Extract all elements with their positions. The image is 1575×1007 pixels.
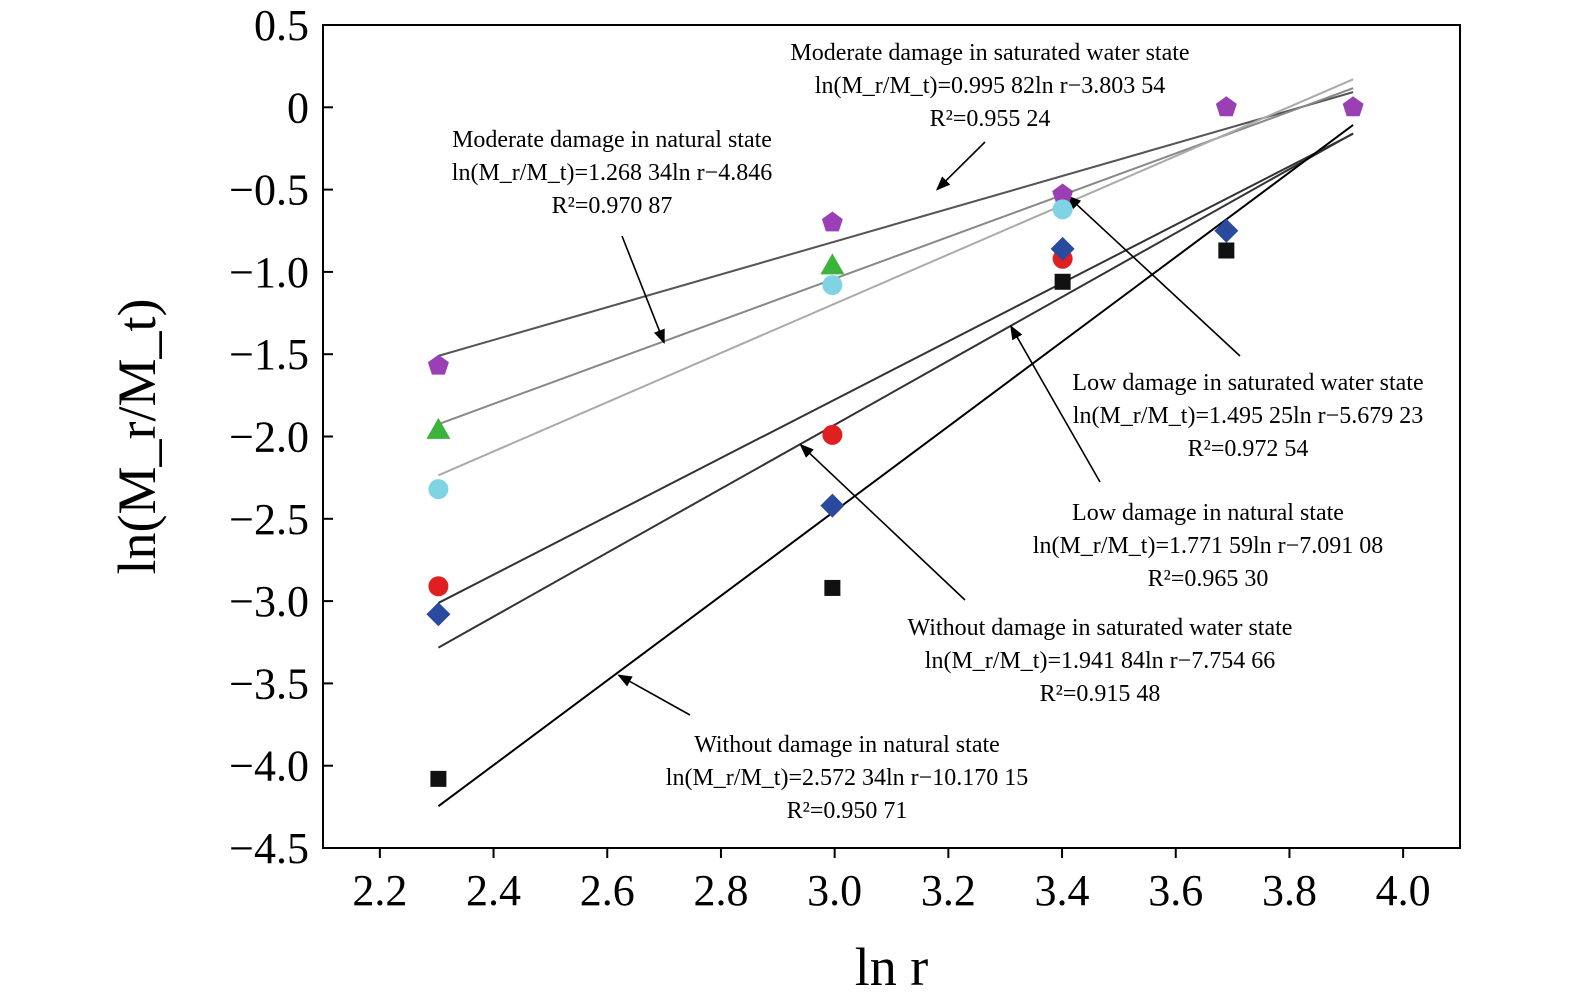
data-point-triangle <box>426 417 451 439</box>
data-markers <box>426 96 1364 787</box>
data-point-pentagon <box>821 211 843 232</box>
fit-line <box>437 132 1354 604</box>
y-tick-label: −3.5 <box>229 659 309 708</box>
x-tick-label: 3.4 <box>1035 866 1090 915</box>
annotation-r2: R²=0.915 48 <box>1040 681 1161 707</box>
annotation-equation: ln(M_r/M_t)=0.995 82ln r−3.803 54 <box>815 73 1165 99</box>
fit-lines <box>437 78 1354 808</box>
data-point-circle <box>822 424 843 445</box>
annotation: Low damage in saturated water state ln(M_… <box>1072 370 1423 462</box>
fit-line <box>437 132 1354 649</box>
annotation-r2: R²=0.950 71 <box>787 798 908 824</box>
annotation-label: Moderate damage in saturated water state <box>790 40 1189 66</box>
data-point-circle <box>822 275 843 296</box>
y-axis-title: ln(M_r/M_t) <box>107 299 167 575</box>
data-point-pentagon <box>1342 96 1364 117</box>
annotation-label: Without damage in saturated water state <box>908 615 1293 641</box>
x-tick-label: 2.2 <box>352 866 407 915</box>
x-tick-label: 3.6 <box>1148 866 1203 915</box>
data-point-circle <box>1052 199 1073 220</box>
annotation-arrow <box>799 443 966 601</box>
annotation-arrow <box>1010 324 1101 483</box>
x-tick-label: 2.6 <box>580 866 635 915</box>
x-tick-label: 3.8 <box>1262 866 1317 915</box>
x-axis-title: ln r <box>855 937 929 997</box>
data-point-pentagon <box>1215 96 1237 117</box>
annotation-label: Low damage in saturated water state <box>1072 370 1423 396</box>
annotation-r2: R²=0.955 24 <box>930 106 1051 132</box>
x-tick-label: 3.2 <box>921 866 976 915</box>
annotation-arrows <box>617 141 1241 716</box>
x-tick-label: 4.0 <box>1376 866 1431 915</box>
data-point-diamond <box>820 493 845 518</box>
annotation-label: Without damage in natural state <box>694 732 1000 758</box>
y-tick-label: −4.5 <box>229 824 309 873</box>
data-point-circle <box>428 479 449 500</box>
data-point-diamond <box>1050 236 1075 261</box>
annotation-r2: R²=0.972 54 <box>1188 436 1309 462</box>
annotation-equation: ln(M_r/M_t)=1.771 59ln r−7.091 08 <box>1033 533 1383 559</box>
y-tick-label: 0 <box>287 83 309 132</box>
annotation: Moderate damage in natural state ln(M_r/M… <box>452 127 772 219</box>
x-tick-label: 2.4 <box>466 866 521 915</box>
data-point-pentagon <box>1052 183 1074 204</box>
y-tick-label: −4.0 <box>229 742 309 791</box>
annotation: Without damage in natural state ln(M_r/M_… <box>666 732 1028 824</box>
annotation-arrow <box>617 674 691 716</box>
annotation: Low damage in natural state ln(M_r/M_t)=1… <box>1033 500 1383 592</box>
annotation-equation: ln(M_r/M_t)=1.941 84ln r−7.754 66 <box>925 648 1275 674</box>
data-point-square <box>1054 273 1071 290</box>
axis-ticks: 2.2 2.4 2.6 2.8 3.0 3.2 3.4 3.6 3.8 4.0 0.5 0 −0.5 −1… <box>229 1 1430 915</box>
y-tick-label: −2.0 <box>229 413 309 462</box>
data-point-diamond <box>1214 218 1239 243</box>
data-point-circle <box>428 576 449 597</box>
annotation-equation: ln(M_r/M_t)=1.268 34ln r−4.846 <box>452 160 772 186</box>
annotation-arrow <box>1066 195 1241 357</box>
annotation-label: Low damage in natural state <box>1072 500 1344 526</box>
fit-line <box>437 124 1354 808</box>
annotation: Moderate damage in saturated water state… <box>790 40 1189 132</box>
fit-line <box>438 78 1354 477</box>
y-tick-label: −2.5 <box>229 495 309 544</box>
y-tick-label: −0.5 <box>229 166 309 215</box>
data-point-square <box>1218 242 1235 259</box>
data-point-square <box>824 579 841 596</box>
annotation-r2: R²=0.970 87 <box>552 193 673 219</box>
annotation: Without damage in saturated water state l… <box>908 615 1293 707</box>
y-tick-label: −1.5 <box>229 330 309 379</box>
annotation-arrow <box>621 235 665 345</box>
annotation-r2: R²=0.965 30 <box>1148 566 1269 592</box>
y-tick-label: −3.0 <box>229 577 309 626</box>
axis-titles: ln r ln(M_r/M_t) <box>107 299 928 998</box>
y-tick-label: 0.5 <box>254 1 309 50</box>
annotation-equation: ln(M_r/M_t)=1.495 25ln r−5.679 23 <box>1073 403 1423 429</box>
annotation-equation: ln(M_r/M_t)=2.572 34ln r−10.170 15 <box>666 765 1028 791</box>
annotation-arrow <box>935 141 986 191</box>
data-point-pentagon <box>427 354 449 375</box>
fit-line <box>438 91 1354 357</box>
data-point-diamond <box>426 602 451 627</box>
y-tick-label: −1.0 <box>229 248 309 297</box>
data-point-triangle <box>820 253 845 275</box>
annotation-label: Moderate damage in natural state <box>452 127 772 153</box>
x-tick-label: 2.8 <box>693 866 748 915</box>
x-tick-label: 3.0 <box>807 866 862 915</box>
annotations: Moderate damage in saturated water state… <box>452 40 1424 824</box>
data-point-square <box>430 770 447 787</box>
